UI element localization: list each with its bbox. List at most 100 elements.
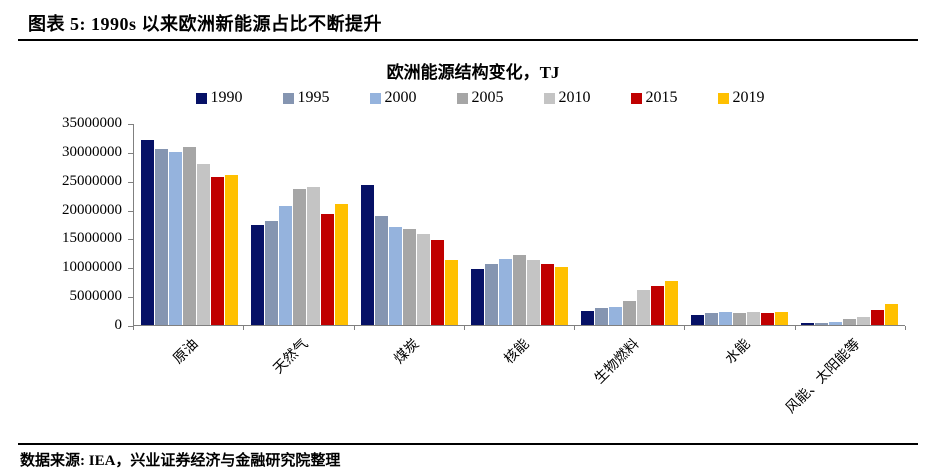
bar-核能-2000 bbox=[498, 259, 512, 325]
bar-水能-1995 bbox=[705, 313, 719, 325]
bar-水能-2000 bbox=[719, 312, 733, 325]
bar-天然气-2005 bbox=[292, 189, 306, 325]
bar-风能、太阳能等-2010 bbox=[857, 317, 871, 325]
chart-title: 欧洲能源结构变化，TJ bbox=[386, 63, 560, 82]
legend-label: 1995 bbox=[297, 89, 330, 106]
bar-风能、太阳能等-1995 bbox=[815, 323, 829, 325]
footer-divider-line bbox=[18, 443, 918, 445]
y-axis-tick-label: 25000000 bbox=[62, 172, 122, 189]
bar-核能-2010 bbox=[526, 260, 540, 325]
y-axis-tick-label: 10000000 bbox=[62, 259, 122, 276]
y-axis-tick-label: 35000000 bbox=[62, 115, 122, 131]
legend-item-2010: 2010 bbox=[543, 89, 591, 107]
y-axis-tick-label: 20000000 bbox=[62, 201, 122, 218]
bar-天然气-2010 bbox=[306, 187, 320, 325]
bar-group-天然气 bbox=[244, 124, 354, 325]
x-axis-tick-mark bbox=[243, 326, 244, 330]
bars-container bbox=[134, 124, 905, 325]
x-axis-category-label: 水能 bbox=[723, 336, 754, 368]
bar-风能、太阳能等-1990 bbox=[801, 323, 815, 325]
bar-核能-2005 bbox=[512, 255, 526, 325]
x-axis-category-label: 原油 bbox=[171, 336, 202, 368]
y-axis-tick-mark bbox=[128, 239, 133, 240]
x-axis-tick-mark bbox=[574, 326, 575, 330]
legend-marker-2010 bbox=[543, 92, 555, 104]
legend-marker-2005 bbox=[456, 92, 468, 104]
legend-item-1990: 1990 bbox=[195, 89, 243, 107]
legend-label: 2010 bbox=[558, 89, 591, 106]
bar-原油-1990 bbox=[140, 140, 154, 325]
bar-水能-2019 bbox=[775, 312, 789, 325]
legend-marker-1995 bbox=[282, 92, 294, 104]
legend-marker-2019 bbox=[717, 92, 729, 104]
legend-marker-2000 bbox=[369, 92, 381, 104]
legend-label: 2000 bbox=[384, 89, 417, 106]
y-axis-tick-label: 30000000 bbox=[62, 143, 122, 160]
legend-item-2019: 2019 bbox=[717, 89, 765, 107]
bar-生物燃料-2005 bbox=[623, 301, 637, 325]
bar-原油-2000 bbox=[168, 152, 182, 325]
y-axis-tick-mark bbox=[128, 124, 133, 125]
bar-水能-2005 bbox=[733, 313, 747, 325]
chart-legend: 1990 1995 2000 2005 2010 2015 2019 bbox=[120, 89, 840, 107]
legend-item-2000: 2000 bbox=[369, 89, 417, 107]
bar-生物燃料-2015 bbox=[651, 286, 665, 325]
bar-天然气-1995 bbox=[264, 221, 278, 325]
x-axis-category-label: 生物燃料 bbox=[592, 336, 643, 388]
y-axis-tick-mark bbox=[128, 326, 133, 327]
y-axis-tick-mark bbox=[128, 153, 133, 154]
x-axis-tick-mark bbox=[133, 326, 134, 330]
bar-group-水能 bbox=[685, 124, 795, 325]
legend-label: 2019 bbox=[732, 89, 765, 106]
x-axis-category-label: 风能、太阳能等 bbox=[783, 336, 864, 417]
bar-原油-2015 bbox=[210, 177, 224, 325]
legend-item-2005: 2005 bbox=[456, 89, 504, 107]
bar-风能、太阳能等-2005 bbox=[843, 319, 857, 325]
y-axis-tick-label: 15000000 bbox=[62, 230, 122, 247]
bar-天然气-1990 bbox=[250, 225, 264, 325]
bar-煤炭-2010 bbox=[416, 234, 430, 325]
bar-核能-1990 bbox=[470, 269, 484, 325]
bar-风能、太阳能等-2015 bbox=[871, 310, 885, 325]
legend-label: 1990 bbox=[210, 89, 243, 106]
bar-生物燃料-2010 bbox=[637, 290, 651, 325]
source-note: 数据来源: IEA，兴业证券经济与金融研究院整理 bbox=[20, 453, 341, 469]
bar-原油-2010 bbox=[196, 164, 210, 325]
bar-天然气-2019 bbox=[334, 204, 348, 325]
bar-group-核能 bbox=[464, 124, 574, 325]
bar-核能-1995 bbox=[484, 264, 498, 325]
bar-煤炭-1995 bbox=[374, 216, 388, 325]
x-axis-tick-mark bbox=[464, 326, 465, 330]
bar-原油-1995 bbox=[154, 149, 168, 325]
bar-原油-2019 bbox=[224, 175, 238, 325]
bar-生物燃料-2000 bbox=[609, 307, 623, 325]
x-axis-tick-mark bbox=[795, 326, 796, 330]
bar-生物燃料-2019 bbox=[665, 281, 679, 325]
legend-label: 2005 bbox=[471, 89, 504, 106]
y-axis-tick-mark bbox=[128, 268, 133, 269]
legend-item-2015: 2015 bbox=[630, 89, 678, 107]
bar-水能-2015 bbox=[761, 313, 775, 325]
bar-核能-2019 bbox=[554, 267, 568, 325]
bar-生物燃料-1995 bbox=[595, 308, 609, 325]
plot-area bbox=[133, 124, 905, 326]
bar-煤炭-2000 bbox=[388, 227, 402, 325]
bar-group-原油 bbox=[134, 124, 244, 325]
bar-核能-2015 bbox=[540, 264, 554, 325]
legend-item-1995: 1995 bbox=[282, 89, 330, 107]
bar-生物燃料-1990 bbox=[581, 311, 595, 325]
y-axis-tick-label: 5000000 bbox=[69, 288, 123, 305]
figure-title: 图表 5: 1990s 以来欧洲新能源占比不断提升 bbox=[28, 14, 382, 34]
x-axis-tick-mark bbox=[684, 326, 685, 330]
bar-天然气-2015 bbox=[320, 214, 334, 325]
y-axis-tick-mark bbox=[128, 211, 133, 212]
bar-煤炭-2005 bbox=[402, 229, 416, 325]
y-axis-tick-label: 0 bbox=[114, 317, 123, 333]
bar-煤炭-2015 bbox=[430, 240, 444, 325]
y-axis-tick-mark bbox=[128, 182, 133, 183]
bar-天然气-2000 bbox=[278, 206, 292, 325]
bar-原油-2005 bbox=[182, 147, 196, 325]
x-axis-category-label: 核能 bbox=[502, 336, 533, 368]
bar-group-煤炭 bbox=[354, 124, 464, 325]
